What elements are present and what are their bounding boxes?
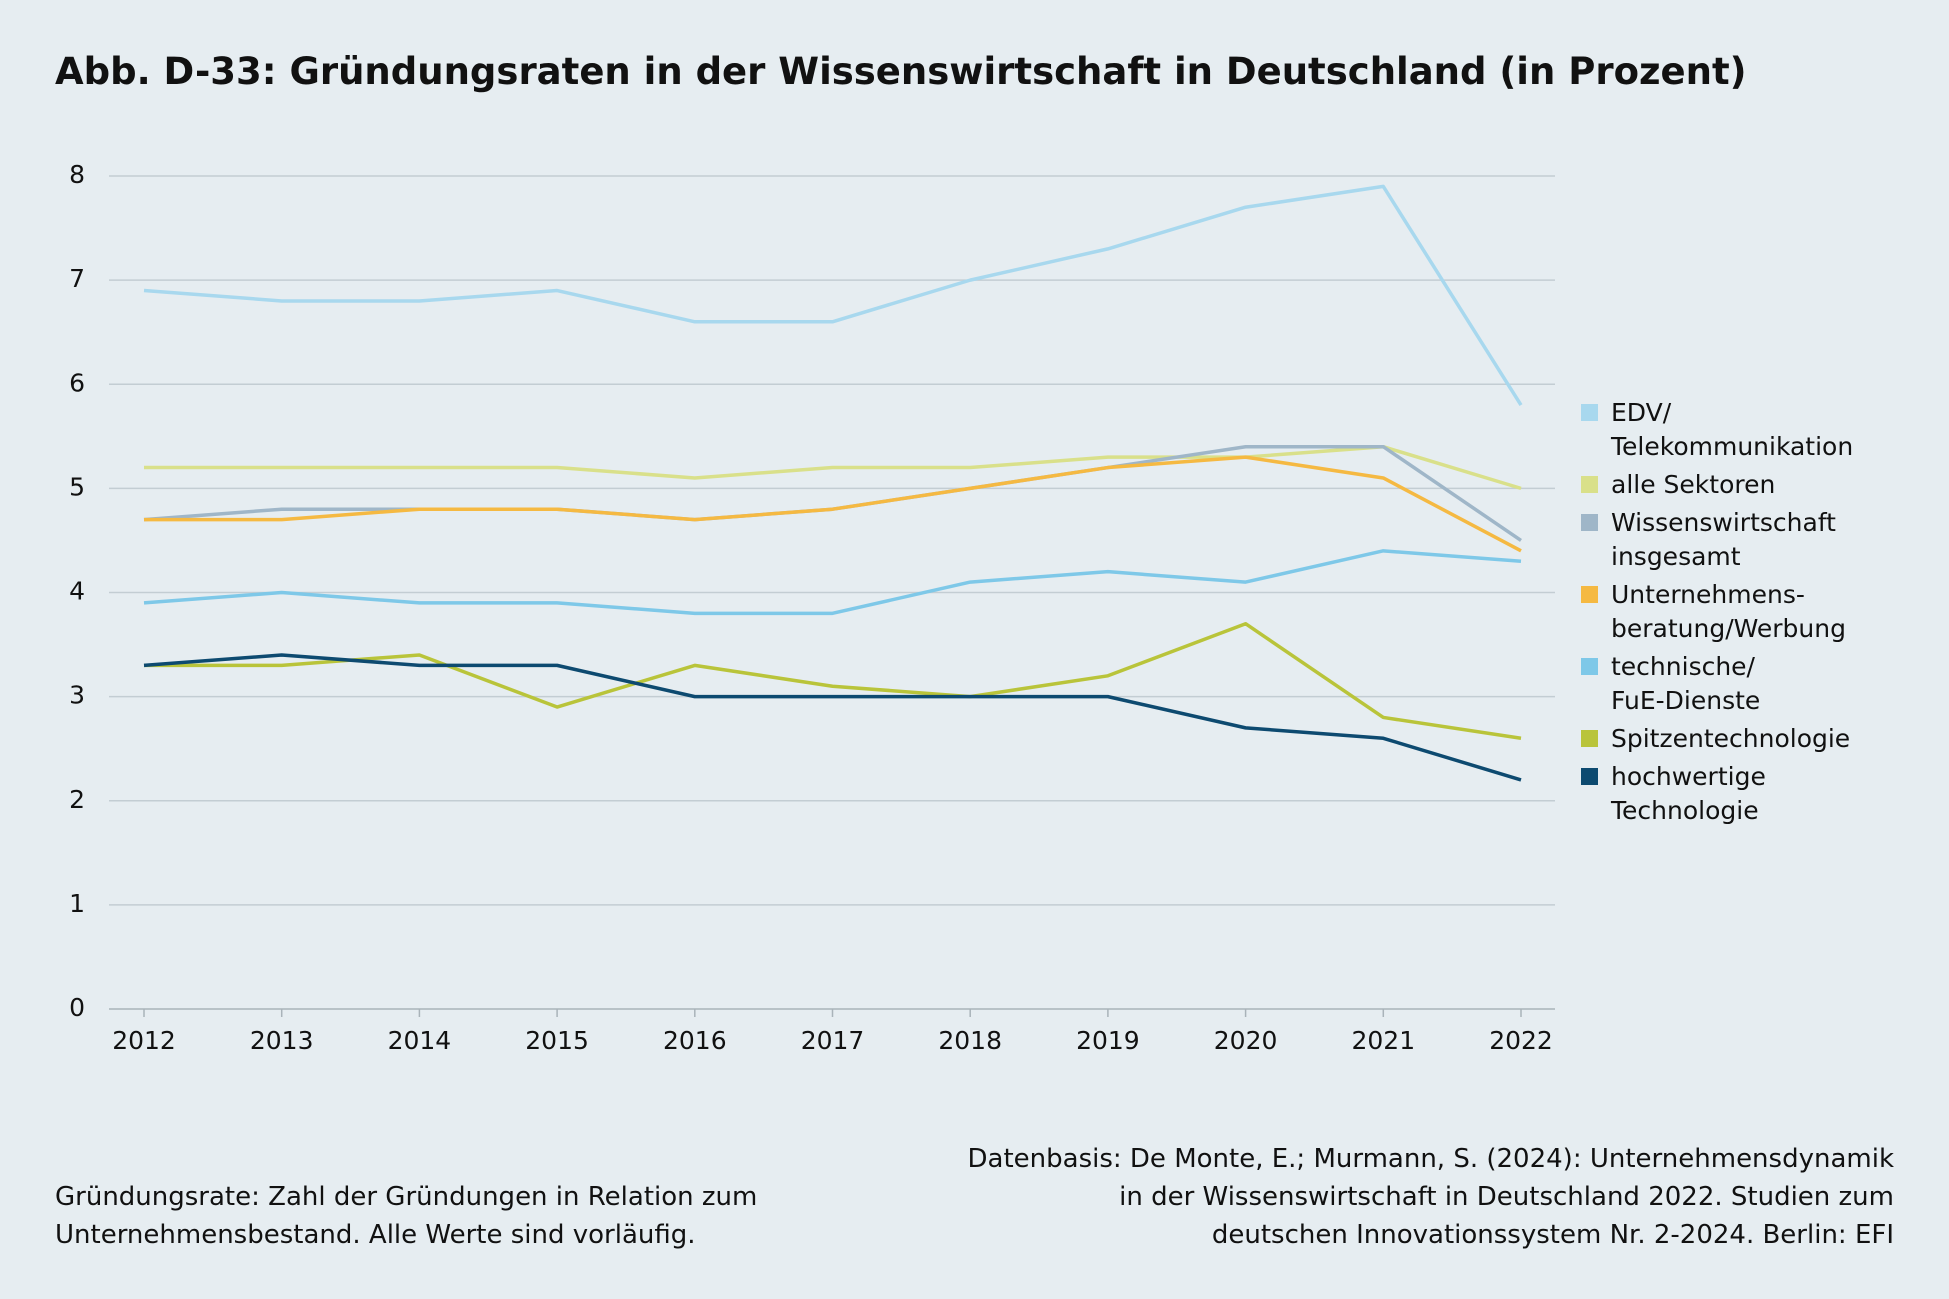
- x-tick-label: 2013: [250, 1026, 314, 1055]
- series-line: [143, 184, 1523, 407]
- x-tick-label: 2017: [801, 1026, 865, 1055]
- legend-entry: Spitzentechnologie: [1581, 722, 1941, 756]
- y-tick-label: 4: [69, 577, 85, 606]
- series-line: [144, 455, 1522, 553]
- x-tick-label: 2020: [1214, 1026, 1278, 1055]
- legend-label: alle Sektoren: [1611, 470, 1776, 499]
- chart-title: Abb. D-33: Gründungsraten in der Wissens…: [55, 50, 1747, 93]
- legend-label: hochwertige Technologie: [1611, 762, 1766, 825]
- x-tick-label: 2014: [388, 1026, 452, 1055]
- legend-swatch: [1581, 476, 1598, 493]
- x-tick-label: 2015: [525, 1026, 589, 1055]
- series-line: [144, 444, 1522, 491]
- y-tick-label: 6: [69, 368, 85, 397]
- legend-swatch: [1581, 404, 1598, 421]
- x-tick-label: 2021: [1351, 1026, 1415, 1055]
- legend-swatch: [1581, 658, 1598, 675]
- legend-label: EDV/ Telekommunikation: [1611, 398, 1854, 461]
- legend-entry: EDV/ Telekommunikation: [1581, 396, 1941, 464]
- legend-swatch: [1581, 730, 1598, 747]
- y-tick-label: 1: [69, 889, 85, 918]
- legend: EDV/ Telekommunikation alle Sektoren Wisse…: [1581, 396, 1941, 832]
- legend-entry: alle Sektoren: [1581, 468, 1941, 502]
- series-line: [144, 621, 1522, 741]
- legend-label: Wissenswirtschaft insgesamt: [1611, 508, 1836, 571]
- y-tick-label: 3: [69, 681, 85, 710]
- legend-swatch: [1581, 586, 1598, 603]
- y-tick-label: 8: [69, 160, 85, 189]
- legend-entry: hochwertige Technologie: [1581, 760, 1941, 828]
- series-line: [143, 444, 1522, 542]
- legend-label: Spitzentechnologie: [1611, 724, 1851, 753]
- chart: 0 1 2 3 4 5 6 7 8 2012 2013 2014 2015 2016 2017 2018 201…: [69, 160, 1555, 1055]
- y-tick-label: 5: [69, 472, 85, 501]
- x-tick-label: 2012: [112, 1026, 176, 1055]
- legend-swatch: [1581, 514, 1598, 531]
- legend-entry: technische/ FuE-Dienste: [1581, 650, 1941, 718]
- y-tick-label: 7: [69, 264, 85, 293]
- legend-label: Unternehmens- beratung/Werbung: [1611, 580, 1846, 643]
- legend-entry: Unternehmens- beratung/Werbung: [1581, 578, 1941, 646]
- y-tick-label: 2: [69, 785, 85, 814]
- y-tick-label: 0: [69, 993, 85, 1022]
- x-tick-label: 2016: [663, 1026, 727, 1055]
- legend-entry: Wissenswirtschaft insgesamt: [1581, 506, 1941, 574]
- series-line: [143, 549, 1522, 616]
- series-line: [143, 653, 1522, 782]
- legend-swatch: [1581, 768, 1598, 785]
- footnote: Gründungsrate: Zahl der Gründungen in Re…: [55, 1182, 758, 1250]
- source: Datenbasis: De Monte, E.; Murmann, S. (2…: [967, 1144, 1894, 1250]
- x-tick-label: 2018: [938, 1026, 1002, 1055]
- x-tick-label: 2022: [1489, 1026, 1553, 1055]
- legend-label: technische/ FuE-Dienste: [1611, 652, 1761, 715]
- x-tick-label: 2019: [1076, 1026, 1140, 1055]
